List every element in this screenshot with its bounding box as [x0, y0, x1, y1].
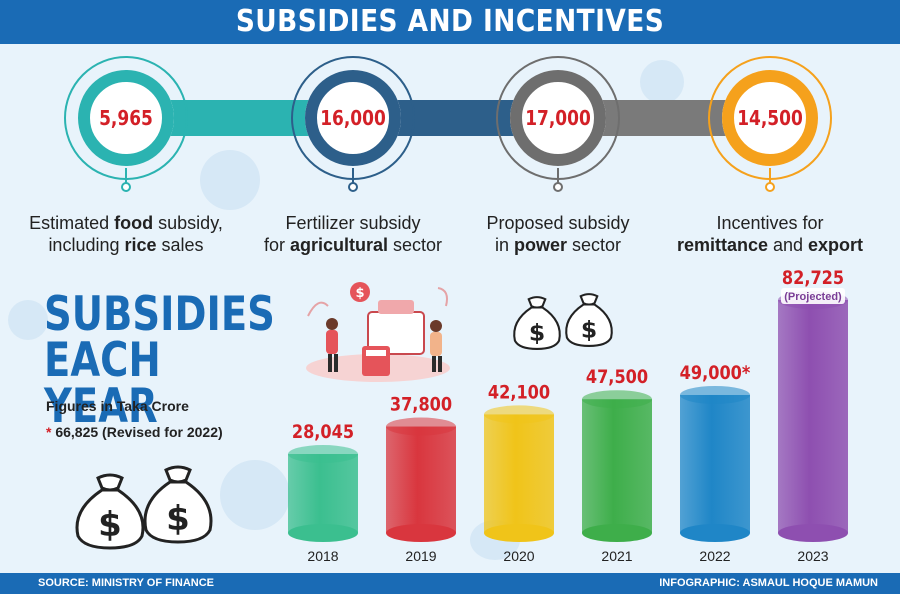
bar-value-label-2022: 49,000* [680, 363, 751, 385]
bar-value-label-2019: 37,800 [390, 394, 452, 416]
x-tick-label-2018: 2018 [307, 548, 338, 564]
asterisk: * [46, 424, 52, 440]
caption-bold: export [808, 235, 864, 255]
caption-remittance: Incentives for remittance and export [660, 212, 880, 256]
svg-text:$: $ [581, 316, 597, 344]
caption-power: Proposed subsidy in power sector [448, 212, 668, 256]
caption-bold: agricultural [289, 235, 388, 255]
caption-text: Estimated [29, 213, 115, 233]
highlight-value: 17,000 [525, 106, 591, 130]
money-bag-icon: $ [143, 465, 213, 544]
caption-bold: power [513, 235, 567, 255]
caption-text: subsidy, [153, 213, 223, 233]
bar-2023 [778, 300, 848, 533]
caption-text: sector [388, 235, 443, 255]
highlight-remittance-circle: 14,500 [708, 56, 832, 180]
x-tick-label-2021: 2021 [601, 548, 632, 564]
bar-top-2020 [484, 405, 554, 424]
caption-text: Proposed subsidy [486, 213, 630, 233]
caption-text: Incentives for [716, 213, 824, 233]
money-bag-icon: $ [513, 296, 561, 350]
money-bag-icon: $ [565, 293, 613, 347]
highlight-power-circle: 17,000 [496, 56, 620, 180]
caption-text: for [263, 235, 290, 255]
x-tick-label-2019: 2019 [405, 548, 436, 564]
highlight-food-circle: 5,965 [64, 56, 188, 180]
caption-fertilizer: Fertilizer subsidy for agricultural sect… [243, 212, 463, 256]
caption-text: and [767, 235, 809, 255]
section-title-line2: EACH YEAR [44, 333, 161, 434]
pin-dot [121, 182, 131, 192]
x-tick-label-2020: 2020 [503, 548, 534, 564]
bar-2019 [386, 426, 456, 533]
pin-dot [348, 182, 358, 192]
bar-2020 [484, 414, 554, 533]
section-title-line1: SUBSIDIES [44, 287, 275, 342]
pin-line [125, 168, 127, 186]
people-with-calculator-illustration: $ [306, 282, 450, 382]
highlight-value: 14,500 [737, 106, 803, 130]
svg-text:$: $ [529, 319, 545, 347]
bar-value-label-2023: 82,725 [782, 268, 844, 290]
bar-value-label-2018: 28,045 [292, 422, 354, 444]
svg-text:$: $ [166, 499, 190, 539]
credit-text: INFOGRAPHIC: ASMAUL HOQUE MAMUN [659, 577, 878, 589]
annotation-2023: (Projected) [784, 291, 842, 303]
background-blob [640, 60, 684, 104]
bar-2022 [680, 394, 750, 533]
pin-line [769, 168, 771, 186]
background-blob [200, 150, 260, 210]
bar-top-2022 [680, 385, 750, 404]
background-blob [220, 460, 290, 530]
caption-text: Fertilizer subsidy [285, 213, 421, 233]
bar-2021 [582, 399, 652, 533]
page-footer: SOURCE: MINISTRY OF FINANCE INFOGRAPHIC:… [0, 573, 900, 594]
highlight-value: 16,000 [320, 106, 386, 130]
svg-text:$: $ [98, 505, 122, 545]
bar-value-label-2020: 42,100 [488, 382, 550, 404]
caption-text: in [494, 235, 514, 255]
caption-food: Estimated food subsidy, including rice s… [16, 212, 236, 256]
revised-text: 66,825 (Revised for 2022) [51, 424, 223, 440]
bar-top-2021 [582, 390, 652, 409]
caption-text: sales [156, 235, 204, 255]
bar-top-2019 [386, 417, 456, 436]
pin-dot [553, 182, 563, 192]
page-header: SUBSIDIES AND INCENTIVES [0, 0, 900, 44]
bar-2018 [288, 454, 358, 533]
units-note: Figures in Taka Crore [46, 398, 189, 414]
caption-bold: remittance [676, 235, 768, 255]
source-text: SOURCE: MINISTRY OF FINANCE [38, 577, 215, 589]
page-title: SUBSIDIES AND INCENTIVES [235, 4, 665, 39]
section-title: SUBSIDIES EACH YEAR [44, 287, 275, 434]
caption-bold: rice [124, 235, 157, 255]
highlight-value: 5,965 [99, 106, 153, 130]
caption-text: including [48, 235, 125, 255]
annotation-box-2023 [781, 288, 845, 304]
caption-text: sector [567, 235, 622, 255]
x-tick-label-2023: 2023 [797, 548, 828, 564]
caption-bold: food [114, 213, 154, 233]
pin-line [557, 168, 559, 186]
bar-value-label-2021: 47,500 [586, 367, 648, 389]
svg-text:$: $ [355, 286, 364, 301]
bar-top-2018 [288, 445, 358, 464]
x-tick-label-2022: 2022 [699, 548, 730, 564]
pin-line [352, 168, 354, 186]
background-blob [8, 300, 48, 340]
revised-note: * 66,825 (Revised for 2022) [46, 424, 223, 440]
highlight-fertilizer-circle: 16,000 [291, 56, 415, 180]
pin-dot [765, 182, 775, 192]
money-bag-icon: $ [75, 473, 145, 550]
